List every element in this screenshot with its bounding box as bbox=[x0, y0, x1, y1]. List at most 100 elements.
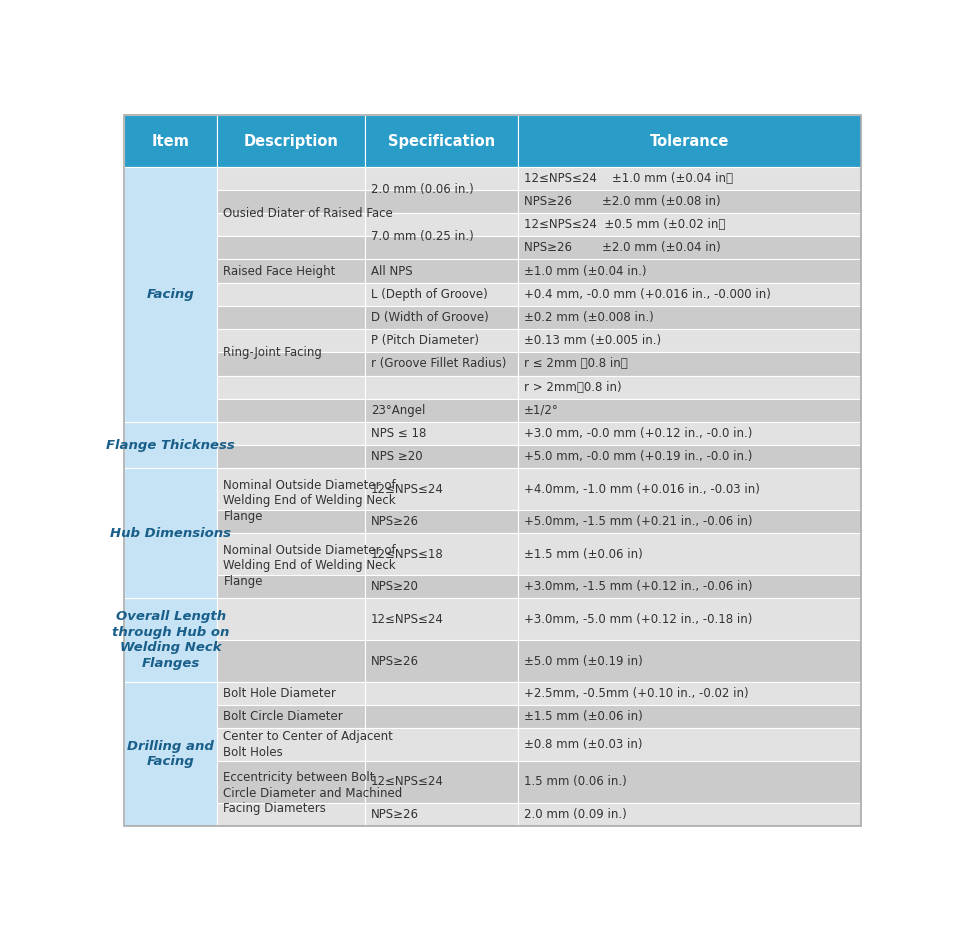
Bar bbox=[217, 236, 365, 259]
Text: Raised Face Height: Raised Face Height bbox=[224, 265, 335, 278]
Bar bbox=[124, 422, 217, 469]
Bar bbox=[217, 282, 365, 422]
Bar bbox=[518, 469, 861, 510]
Bar bbox=[217, 682, 365, 706]
Text: ±0.2 mm (±0.008 in.): ±0.2 mm (±0.008 in.) bbox=[524, 311, 653, 324]
Text: P (Pitch Diameter): P (Pitch Diameter) bbox=[371, 335, 479, 348]
Text: ±1.0 mm (±0.04 in.): ±1.0 mm (±0.04 in.) bbox=[524, 265, 646, 278]
Bar bbox=[217, 399, 365, 422]
Text: 12≤NPS≤24  ±0.5 mm (±0.02 in）: 12≤NPS≤24 ±0.5 mm (±0.02 in） bbox=[524, 218, 725, 231]
Bar bbox=[217, 329, 365, 352]
Bar bbox=[365, 533, 518, 575]
Bar bbox=[124, 469, 217, 598]
Text: NPS≥26: NPS≥26 bbox=[371, 808, 419, 821]
Text: Eccentricity between Bolt
Circle Diameter and Machined
Facing Diameters: Eccentricity between Bolt Circle Diamete… bbox=[224, 772, 403, 816]
Text: 23°Angel: 23°Angel bbox=[371, 404, 426, 417]
Bar bbox=[518, 445, 861, 469]
Text: Nominal Outside Diameter of
Welding End of Welding Neck
Flange: Nominal Outside Diameter of Welding End … bbox=[224, 544, 396, 588]
Text: r ≤ 2mm 〈0.8 in〉: r ≤ 2mm 〈0.8 in〉 bbox=[524, 357, 628, 370]
Text: Flange Thickness: Flange Thickness bbox=[107, 439, 235, 452]
Text: Bolt Hole Diameter: Bolt Hole Diameter bbox=[224, 687, 336, 700]
Text: ±1.5 mm (±0.06 in): ±1.5 mm (±0.06 in) bbox=[524, 710, 642, 723]
Text: 12≤NPS≤24    ±1.0 mm (±0.04 in）: 12≤NPS≤24 ±1.0 mm (±0.04 in） bbox=[524, 171, 732, 185]
Bar bbox=[365, 329, 518, 352]
Text: NPS ≥20: NPS ≥20 bbox=[371, 450, 423, 463]
Text: Overall Length
through Hub on
Welding Neck
Flanges: Overall Length through Hub on Welding Ne… bbox=[112, 610, 230, 670]
Text: NPS≥26        ±2.0 mm (±0.08 in): NPS≥26 ±2.0 mm (±0.08 in) bbox=[524, 195, 720, 208]
Text: r (Groove Fillet Radius): r (Groove Fillet Radius) bbox=[371, 357, 506, 370]
Bar bbox=[365, 306, 518, 329]
Bar bbox=[518, 329, 861, 352]
Text: ±0.8 mm (±0.03 in): ±0.8 mm (±0.03 in) bbox=[524, 738, 642, 751]
Bar bbox=[365, 422, 518, 445]
Bar bbox=[365, 399, 518, 422]
Bar bbox=[365, 761, 518, 802]
Text: 7.0 mm (0.25 in.): 7.0 mm (0.25 in.) bbox=[371, 229, 474, 242]
Bar bbox=[365, 167, 518, 213]
Bar bbox=[365, 598, 518, 640]
Bar bbox=[217, 533, 365, 598]
Text: L (Depth of Groove): L (Depth of Groove) bbox=[371, 288, 487, 301]
Bar bbox=[365, 640, 518, 682]
Bar bbox=[365, 259, 518, 282]
Text: +2.5mm, -0.5mm (+0.10 in., -0.02 in): +2.5mm, -0.5mm (+0.10 in., -0.02 in) bbox=[524, 687, 749, 700]
Bar bbox=[217, 259, 365, 282]
Bar bbox=[518, 729, 861, 761]
Bar bbox=[365, 802, 518, 826]
Text: D (Width of Groove): D (Width of Groove) bbox=[371, 311, 488, 324]
Text: 12≤NPS≤18: 12≤NPS≤18 bbox=[371, 548, 444, 561]
Bar bbox=[518, 575, 861, 598]
Text: 2.0 mm (0.09 in.): 2.0 mm (0.09 in.) bbox=[524, 808, 627, 821]
Text: Facing: Facing bbox=[147, 288, 194, 301]
Text: All NPS: All NPS bbox=[371, 265, 412, 278]
Text: Ousied Diater of Raised Face: Ousied Diater of Raised Face bbox=[224, 207, 393, 220]
Bar bbox=[217, 729, 365, 761]
Bar bbox=[217, 167, 365, 259]
Bar bbox=[518, 306, 861, 329]
Text: 12≤NPS≤24: 12≤NPS≤24 bbox=[371, 483, 444, 496]
Bar bbox=[365, 682, 518, 706]
Bar bbox=[518, 167, 861, 190]
Bar bbox=[217, 598, 365, 640]
Bar bbox=[365, 116, 518, 167]
Bar bbox=[365, 729, 518, 761]
Bar bbox=[518, 422, 861, 445]
Text: Description: Description bbox=[244, 133, 338, 148]
Bar bbox=[217, 422, 365, 445]
Text: ±5.0 mm (±0.19 in): ±5.0 mm (±0.19 in) bbox=[524, 654, 642, 667]
Text: 12≤NPS≤24: 12≤NPS≤24 bbox=[371, 775, 444, 788]
Text: Drilling and
Facing: Drilling and Facing bbox=[127, 740, 214, 768]
Bar bbox=[217, 190, 365, 213]
Bar bbox=[217, 376, 365, 399]
Text: Nominal Outside Diameter of
Welding End of Welding Neck
Flange: Nominal Outside Diameter of Welding End … bbox=[224, 479, 396, 523]
Text: NPS≥20: NPS≥20 bbox=[371, 581, 419, 594]
Bar bbox=[217, 575, 365, 598]
Bar bbox=[518, 190, 861, 213]
Bar bbox=[518, 802, 861, 826]
Text: Bolt Circle Diameter: Bolt Circle Diameter bbox=[224, 710, 343, 723]
Bar bbox=[365, 376, 518, 399]
Bar bbox=[217, 510, 365, 533]
Bar bbox=[518, 510, 861, 533]
Bar bbox=[518, 352, 861, 376]
Text: Tolerance: Tolerance bbox=[650, 133, 729, 148]
Text: +5.0mm, -1.5 mm (+0.21 in., -0.06 in): +5.0mm, -1.5 mm (+0.21 in., -0.06 in) bbox=[524, 515, 752, 528]
Text: ±1.5 mm (±0.06 in): ±1.5 mm (±0.06 in) bbox=[524, 548, 642, 561]
Bar bbox=[124, 116, 217, 167]
Bar bbox=[365, 282, 518, 306]
Bar bbox=[518, 116, 861, 167]
Bar bbox=[518, 533, 861, 575]
Bar bbox=[217, 640, 365, 682]
Text: +0.4 mm, -0.0 mm (+0.016 in., -0.000 in): +0.4 mm, -0.0 mm (+0.016 in., -0.000 in) bbox=[524, 288, 771, 301]
Text: +4.0mm, -1.0 mm (+0.016 in., -0.03 in): +4.0mm, -1.0 mm (+0.016 in., -0.03 in) bbox=[524, 483, 759, 496]
Bar bbox=[518, 282, 861, 306]
Text: Item: Item bbox=[152, 133, 189, 148]
Text: +3.0mm, -5.0 mm (+0.12 in., -0.18 in): +3.0mm, -5.0 mm (+0.12 in., -0.18 in) bbox=[524, 612, 752, 625]
Text: +3.0mm, -1.5 mm (+0.12 in., -0.06 in): +3.0mm, -1.5 mm (+0.12 in., -0.06 in) bbox=[524, 581, 752, 594]
Bar bbox=[518, 761, 861, 802]
Bar bbox=[365, 190, 518, 213]
Bar bbox=[217, 706, 365, 729]
Text: Specification: Specification bbox=[387, 133, 495, 148]
Bar bbox=[365, 445, 518, 469]
Bar bbox=[518, 598, 861, 640]
